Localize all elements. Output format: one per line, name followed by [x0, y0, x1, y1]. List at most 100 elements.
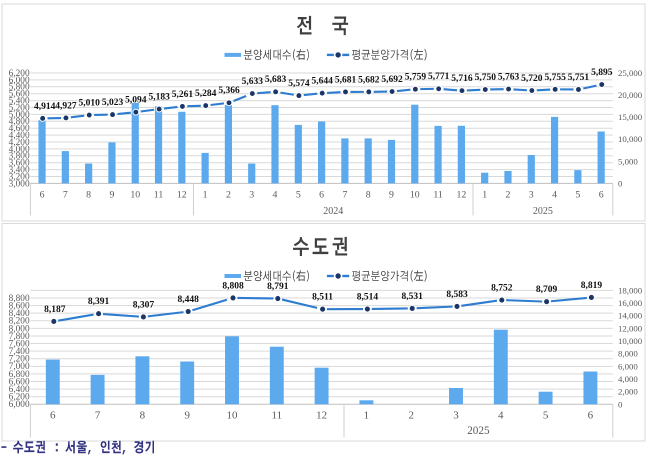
svg-text:20,000: 20,000	[618, 90, 643, 100]
svg-text:5,644: 5,644	[312, 77, 334, 87]
svg-text:3,600: 3,600	[9, 159, 30, 169]
svg-text:5,600: 5,600	[9, 90, 30, 100]
svg-text:4: 4	[273, 190, 278, 201]
svg-text:6: 6	[599, 190, 604, 201]
svg-text:8,307: 8,307	[133, 300, 155, 310]
svg-text:6,200: 6,200	[9, 69, 30, 79]
svg-text:8,600: 8,600	[9, 301, 30, 311]
svg-text:5: 5	[575, 190, 580, 201]
svg-text:8,200: 8,200	[9, 317, 30, 327]
svg-text:4: 4	[552, 190, 557, 201]
svg-text:12: 12	[456, 190, 466, 201]
svg-text:1: 1	[482, 190, 487, 201]
svg-text:1: 1	[364, 409, 370, 421]
svg-text:8,808: 8,808	[222, 281, 244, 291]
svg-text:2024: 2024	[323, 206, 343, 217]
svg-text:8: 8	[366, 190, 371, 201]
svg-text:5,771: 5,771	[428, 72, 450, 82]
svg-text:11: 11	[272, 409, 283, 421]
svg-text:5,755: 5,755	[544, 73, 566, 83]
svg-text:5,692: 5,692	[381, 75, 403, 85]
svg-text:4,400: 4,400	[9, 131, 30, 141]
svg-text:10,000: 10,000	[618, 336, 643, 346]
svg-text:14,000: 14,000	[618, 311, 643, 321]
svg-text:5,759: 5,759	[405, 73, 427, 83]
svg-text:8,391: 8,391	[88, 297, 110, 307]
svg-text:5,750: 5,750	[475, 73, 497, 83]
svg-text:8,000: 8,000	[9, 324, 30, 334]
svg-text:8,511: 8,511	[312, 293, 333, 303]
svg-text:8,752: 8,752	[491, 283, 513, 293]
svg-text:5,023: 5,023	[102, 98, 124, 108]
svg-text:5,366: 5,366	[218, 86, 240, 96]
svg-text:10,000: 10,000	[618, 134, 643, 144]
svg-text:5,716: 5,716	[451, 74, 473, 84]
svg-text:12: 12	[316, 409, 327, 421]
svg-text:11: 11	[154, 190, 164, 201]
svg-text:5,284: 5,284	[195, 89, 217, 99]
svg-text:2: 2	[408, 409, 414, 421]
svg-text:5,000: 5,000	[618, 156, 638, 166]
svg-text:1: 1	[203, 190, 208, 201]
svg-text:5,094: 5,094	[125, 96, 147, 106]
svg-text:5,895: 5,895	[591, 68, 613, 78]
svg-text:15,000: 15,000	[618, 112, 643, 122]
svg-text:16,000: 16,000	[618, 298, 643, 308]
svg-text:5,183: 5,183	[148, 92, 170, 102]
svg-text:6,000: 6,000	[9, 400, 30, 410]
svg-text:8,709: 8,709	[536, 285, 558, 295]
svg-text:5,763: 5,763	[498, 72, 520, 82]
svg-text:5,681: 5,681	[335, 75, 357, 85]
svg-text:12,000: 12,000	[618, 323, 643, 333]
svg-text:9: 9	[109, 190, 114, 201]
svg-text:4,914: 4,914	[34, 102, 56, 112]
svg-text:8: 8	[140, 409, 146, 421]
svg-text:5: 5	[296, 190, 301, 201]
svg-text:8,000: 8,000	[618, 349, 638, 359]
svg-text:5: 5	[543, 409, 549, 421]
svg-text:3: 3	[453, 409, 459, 421]
svg-text:10: 10	[410, 190, 420, 201]
svg-text:3,800: 3,800	[9, 152, 30, 162]
svg-text:6,000: 6,000	[9, 76, 30, 86]
svg-text:7,400: 7,400	[9, 347, 30, 357]
svg-text:9: 9	[389, 190, 394, 201]
svg-text:8,791: 8,791	[267, 282, 289, 292]
svg-text:8,514: 8,514	[357, 292, 379, 302]
svg-text:5,682: 5,682	[358, 75, 380, 85]
svg-text:6,200: 6,200	[9, 393, 30, 403]
svg-text:4,000: 4,000	[9, 145, 30, 155]
svg-text:12: 12	[177, 190, 187, 201]
svg-text:6,600: 6,600	[9, 377, 30, 387]
svg-text:5,800: 5,800	[9, 83, 30, 93]
svg-text:5,720: 5,720	[521, 74, 543, 84]
svg-text:7,200: 7,200	[9, 355, 30, 365]
svg-text:6,400: 6,400	[9, 385, 30, 395]
svg-text:11: 11	[433, 190, 443, 201]
svg-text:2: 2	[226, 190, 231, 201]
svg-text:8,448: 8,448	[178, 295, 200, 305]
svg-text:25,000: 25,000	[618, 68, 643, 78]
svg-text:5,400: 5,400	[9, 97, 30, 107]
svg-text:5,633: 5,633	[242, 77, 264, 87]
svg-text:6: 6	[588, 409, 594, 421]
svg-text:8,187: 8,187	[44, 305, 66, 315]
svg-text:3: 3	[529, 190, 534, 201]
svg-text:7: 7	[63, 190, 68, 201]
svg-text:4,600: 4,600	[9, 124, 30, 134]
svg-text:5,000: 5,000	[9, 110, 30, 120]
svg-text:0: 0	[618, 178, 623, 188]
svg-text:6: 6	[50, 409, 56, 421]
svg-text:8,583: 8,583	[446, 290, 468, 300]
svg-text:10: 10	[130, 190, 140, 201]
svg-text:5,261: 5,261	[172, 90, 194, 100]
svg-text:4,200: 4,200	[9, 138, 30, 148]
svg-text:5,751: 5,751	[568, 73, 590, 83]
svg-text:2: 2	[506, 190, 511, 201]
svg-text:5,010: 5,010	[79, 98, 101, 108]
svg-text:0: 0	[618, 399, 623, 409]
svg-text:9: 9	[184, 409, 190, 421]
svg-text:4,800: 4,800	[9, 117, 30, 127]
svg-text:6: 6	[319, 190, 324, 201]
svg-text:5,574: 5,574	[288, 79, 310, 89]
